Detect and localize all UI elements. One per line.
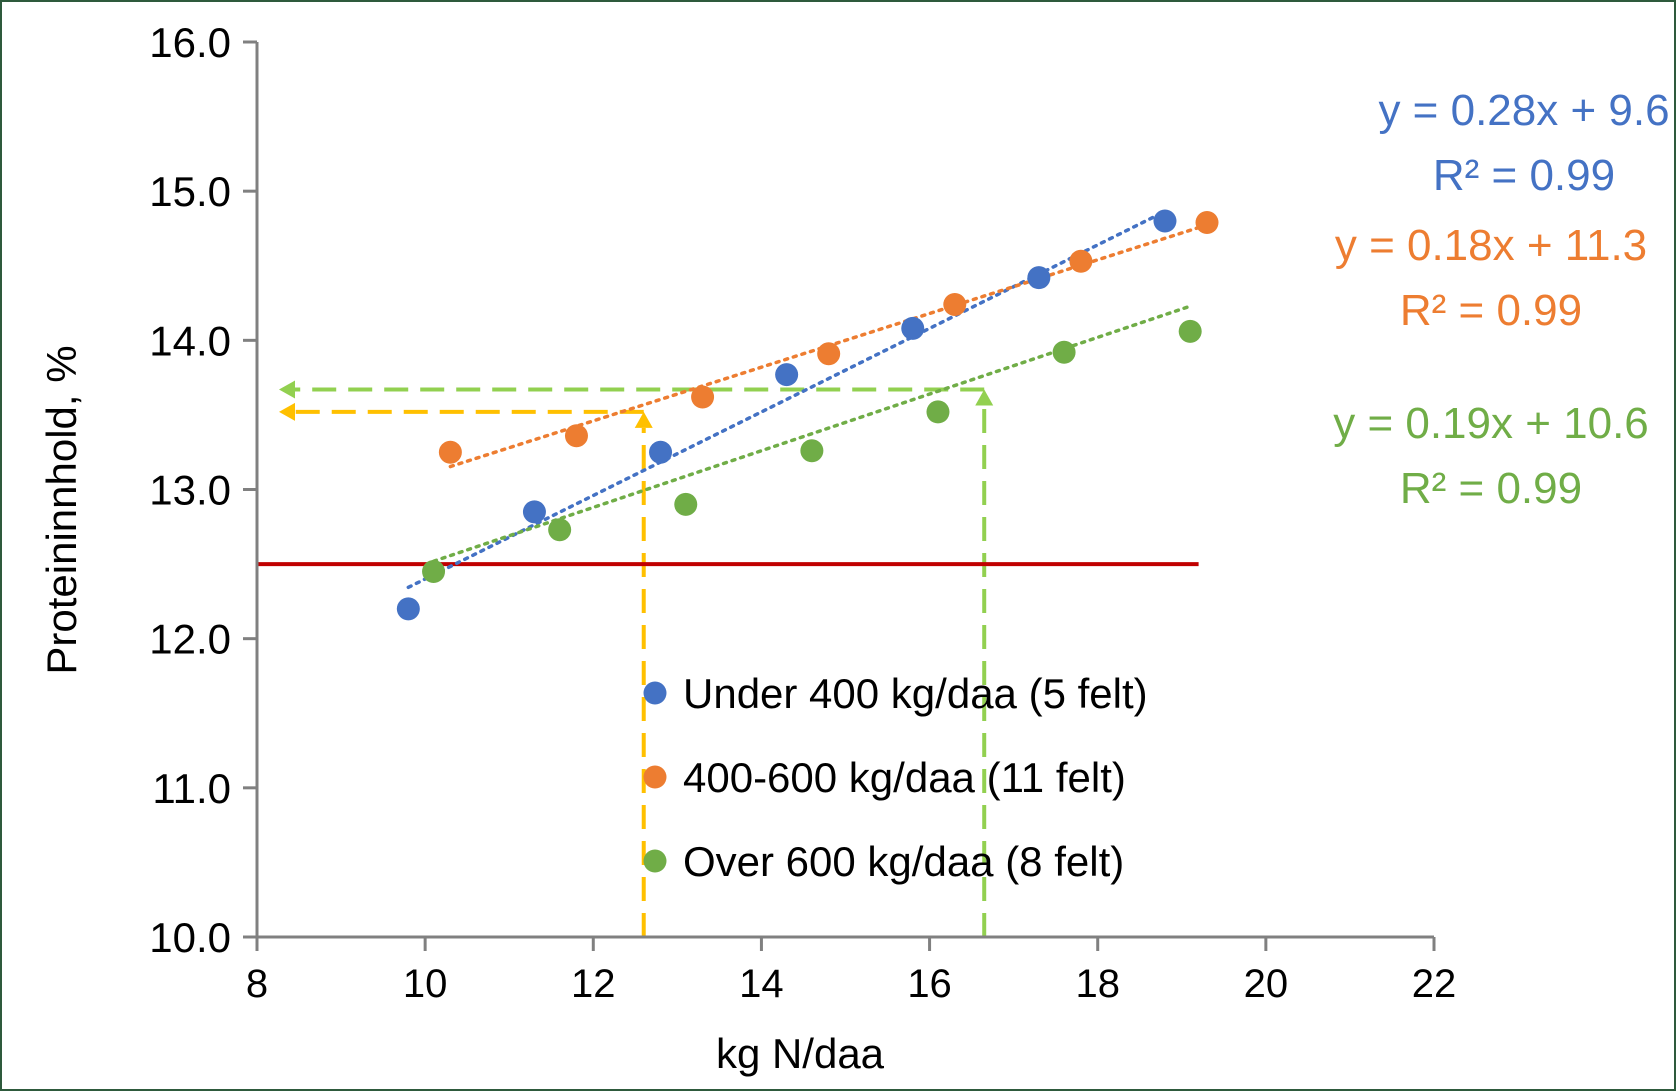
y-tick-label: 14.0 [149, 317, 231, 364]
guide-arrow-left [279, 380, 295, 399]
data-point-series-3 [1178, 319, 1202, 343]
data-point-series-2 [1069, 249, 1093, 273]
axes: 10.0 11.0 12.0 13.0 14.0 15.0 16.0 8 10 12 14 16 18 2… [149, 19, 1456, 1006]
y-tick-label: 11.0 [152, 765, 231, 812]
legend-label-3: Over 600 kg/daa (8 felt) [683, 838, 1124, 885]
guide-lines [279, 380, 994, 937]
data-point-series-2 [691, 385, 715, 409]
data-point-series-3 [422, 560, 446, 584]
data-point-series-3 [1052, 340, 1076, 364]
data-point-series-3 [548, 518, 572, 542]
legend-marker-3 [643, 849, 667, 873]
legend-label-1: Under 400 kg/daa (5 felt) [683, 670, 1148, 717]
trendline-r2-3: R² = 0.99 [1400, 464, 1582, 513]
data-point-series-1 [775, 363, 799, 387]
data-point-series-1 [1153, 209, 1177, 233]
data-point-series-1 [649, 440, 673, 464]
guide-arrow-up [975, 389, 994, 406]
x-tick-label: 20 [1244, 962, 1289, 1006]
x-axis-title: kg N/daa [716, 1030, 885, 1077]
data-point-series-1 [901, 316, 925, 340]
data-point-series-1 [1027, 266, 1051, 290]
trendline-equations: y = 0.28x + 9.6 R² = 0.99 y = 0.18x + 11.3… [1333, 86, 1669, 513]
y-tick-label: 12.0 [149, 616, 231, 663]
y-tick-label: 10.0 [149, 914, 231, 961]
data-point-series-2 [943, 293, 967, 317]
y-tick-label: 16.0 [149, 19, 231, 66]
guide-arrow-left [279, 402, 295, 421]
data-point-series-2 [817, 342, 841, 366]
x-tick-label: 12 [571, 962, 616, 1006]
x-tick-label: 14 [739, 962, 784, 1006]
data-point-series-3 [926, 400, 950, 424]
legend: Under 400 kg/daa (5 felt) 400-600 kg/daa … [643, 670, 1148, 885]
y-tick-label: 13.0 [149, 467, 231, 514]
trendline-r2-2: R² = 0.99 [1400, 286, 1582, 335]
legend-marker-1 [643, 681, 667, 705]
x-tick-label: 8 [246, 962, 268, 1006]
trendline-r2-1: R² = 0.99 [1433, 151, 1615, 200]
data-points [396, 209, 1219, 621]
legend-label-2: 400-600 kg/daa (11 felt) [683, 754, 1126, 801]
trendline-equation-1: y = 0.28x + 9.6 [1378, 86, 1669, 135]
data-point-series-1 [522, 500, 546, 524]
data-point-series-3 [674, 492, 698, 516]
x-tick-label: 18 [1075, 962, 1120, 1006]
legend-marker-2 [643, 765, 667, 789]
x-tick-label: 16 [907, 962, 952, 1006]
guide-arrow-up [634, 411, 653, 428]
x-tick-label: 10 [403, 962, 448, 1006]
trendline-equation-2: y = 0.18x + 11.3 [1335, 221, 1647, 270]
data-point-series-2 [564, 424, 588, 448]
data-point-series-2 [438, 440, 462, 464]
data-point-series-3 [800, 439, 824, 463]
trendline-equation-3: y = 0.19x + 10.6 [1333, 399, 1649, 448]
y-axis-title: Proteininnhold, % [38, 345, 85, 674]
data-point-series-2 [1195, 210, 1219, 234]
data-point-series-1 [396, 597, 420, 621]
y-tick-label: 15.0 [149, 168, 231, 215]
x-tick-label: 22 [1412, 962, 1457, 1006]
